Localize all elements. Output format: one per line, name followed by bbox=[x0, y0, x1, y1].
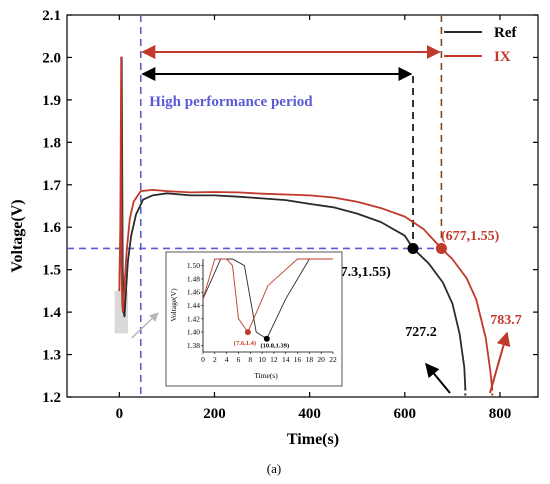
y-tick-label: 1.5 bbox=[42, 263, 61, 279]
series bbox=[118, 56, 494, 397]
inset-ref-min-point bbox=[263, 335, 270, 342]
y-tick-label: 1.7 bbox=[42, 178, 61, 194]
figure-caption: (a) bbox=[267, 461, 281, 476]
ref-end-label: 727.2 bbox=[405, 325, 437, 340]
y-tick-label: 1.4 bbox=[42, 305, 61, 321]
inset-x-tick-label: 0 bbox=[201, 355, 205, 364]
axes: 0 200 400 600 8001.21.31.41.51.61.71.81.92.0… bbox=[42, 8, 539, 422]
y-tick-label: 1.6 bbox=[42, 220, 61, 236]
inset-y-tick-label: 1.44 bbox=[187, 301, 200, 310]
legend-label-ref: Ref bbox=[494, 25, 517, 41]
ref-end-arrow bbox=[425, 362, 451, 394]
inset-x-tick-label: 2 bbox=[213, 355, 217, 364]
y-tick-label: 1.8 bbox=[42, 135, 61, 151]
inset-x-tick-label: 6 bbox=[237, 355, 241, 364]
inset-x-axis-label: Time(s) bbox=[254, 371, 278, 380]
ix-end-label: 783.7 bbox=[490, 313, 522, 328]
inset-y-tick-label: 1.48 bbox=[187, 274, 200, 283]
inset-x-tick-label: 18 bbox=[306, 355, 314, 364]
x-tick-label: 200 bbox=[203, 406, 226, 422]
x-tick-label: 800 bbox=[489, 406, 512, 422]
y-tick-label: 2.0 bbox=[42, 50, 61, 66]
inset-ix-min-point bbox=[244, 329, 251, 336]
y-tick-label: 2.1 bbox=[42, 8, 61, 24]
legend-label-ix: IX bbox=[494, 49, 511, 65]
ix-intersection-point bbox=[435, 242, 447, 254]
inset-ix-min-label: (7.6,1.4) bbox=[234, 340, 256, 347]
legend: Ref IX bbox=[444, 25, 517, 65]
inset-x-tick-label: 20 bbox=[317, 355, 325, 364]
plot-frame bbox=[66, 14, 539, 398]
ix-intersection-label: (677,1.55) bbox=[441, 229, 500, 244]
inset-x-tick-label: 16 bbox=[294, 355, 302, 364]
inset-series-line-ix bbox=[202, 258, 333, 334]
y-tick-label: 1.9 bbox=[42, 93, 61, 109]
inset-pointer-arrow bbox=[131, 312, 159, 339]
inset-x-tick-label: 22 bbox=[329, 355, 337, 364]
inset-y-tick-label: 1.38 bbox=[187, 341, 200, 350]
inset-x-tick-label: 10 bbox=[258, 355, 266, 364]
inset-y-tick-label: 1.46 bbox=[187, 288, 200, 297]
ix-end-arrow bbox=[489, 331, 511, 394]
y-tick-label: 1.2 bbox=[42, 390, 61, 406]
x-tick-label: 600 bbox=[394, 406, 417, 422]
inset-ref-min-label: (10.8,1.39) bbox=[260, 343, 289, 350]
inset-x-tick-label: 12 bbox=[270, 355, 278, 364]
x-axis-label: Time(s) bbox=[287, 431, 339, 448]
series-line-ref bbox=[118, 56, 467, 389]
annotations: High performance period bbox=[67, 15, 443, 397]
inset-x-tick-label: 4 bbox=[225, 355, 229, 364]
high-performance-label: High performance period bbox=[149, 94, 313, 110]
inset-y-axis-label: Voltage(V) bbox=[169, 288, 178, 322]
inset-y-tick-label: 1.40 bbox=[187, 328, 200, 337]
y-axis-label: Voltage(V) bbox=[9, 199, 26, 272]
inset-x-tick-label: 8 bbox=[248, 355, 252, 364]
inset-chart: 0 2 4 6 8 10 12 14 16 18 20 22 1.38 1.40 1.42 1.44 1.46 1… bbox=[165, 251, 343, 387]
x-tick-label: 400 bbox=[298, 406, 321, 422]
inset-x-tick-label: 14 bbox=[282, 355, 290, 364]
inset-y-tick-label: 1.50 bbox=[187, 261, 200, 270]
x-tick-label: 0 bbox=[116, 406, 124, 422]
ref-intersection-point bbox=[407, 242, 419, 254]
inset-y-tick-label: 1.42 bbox=[187, 314, 200, 323]
y-tick-label: 1.3 bbox=[42, 348, 61, 364]
series-line-ix bbox=[118, 56, 494, 389]
